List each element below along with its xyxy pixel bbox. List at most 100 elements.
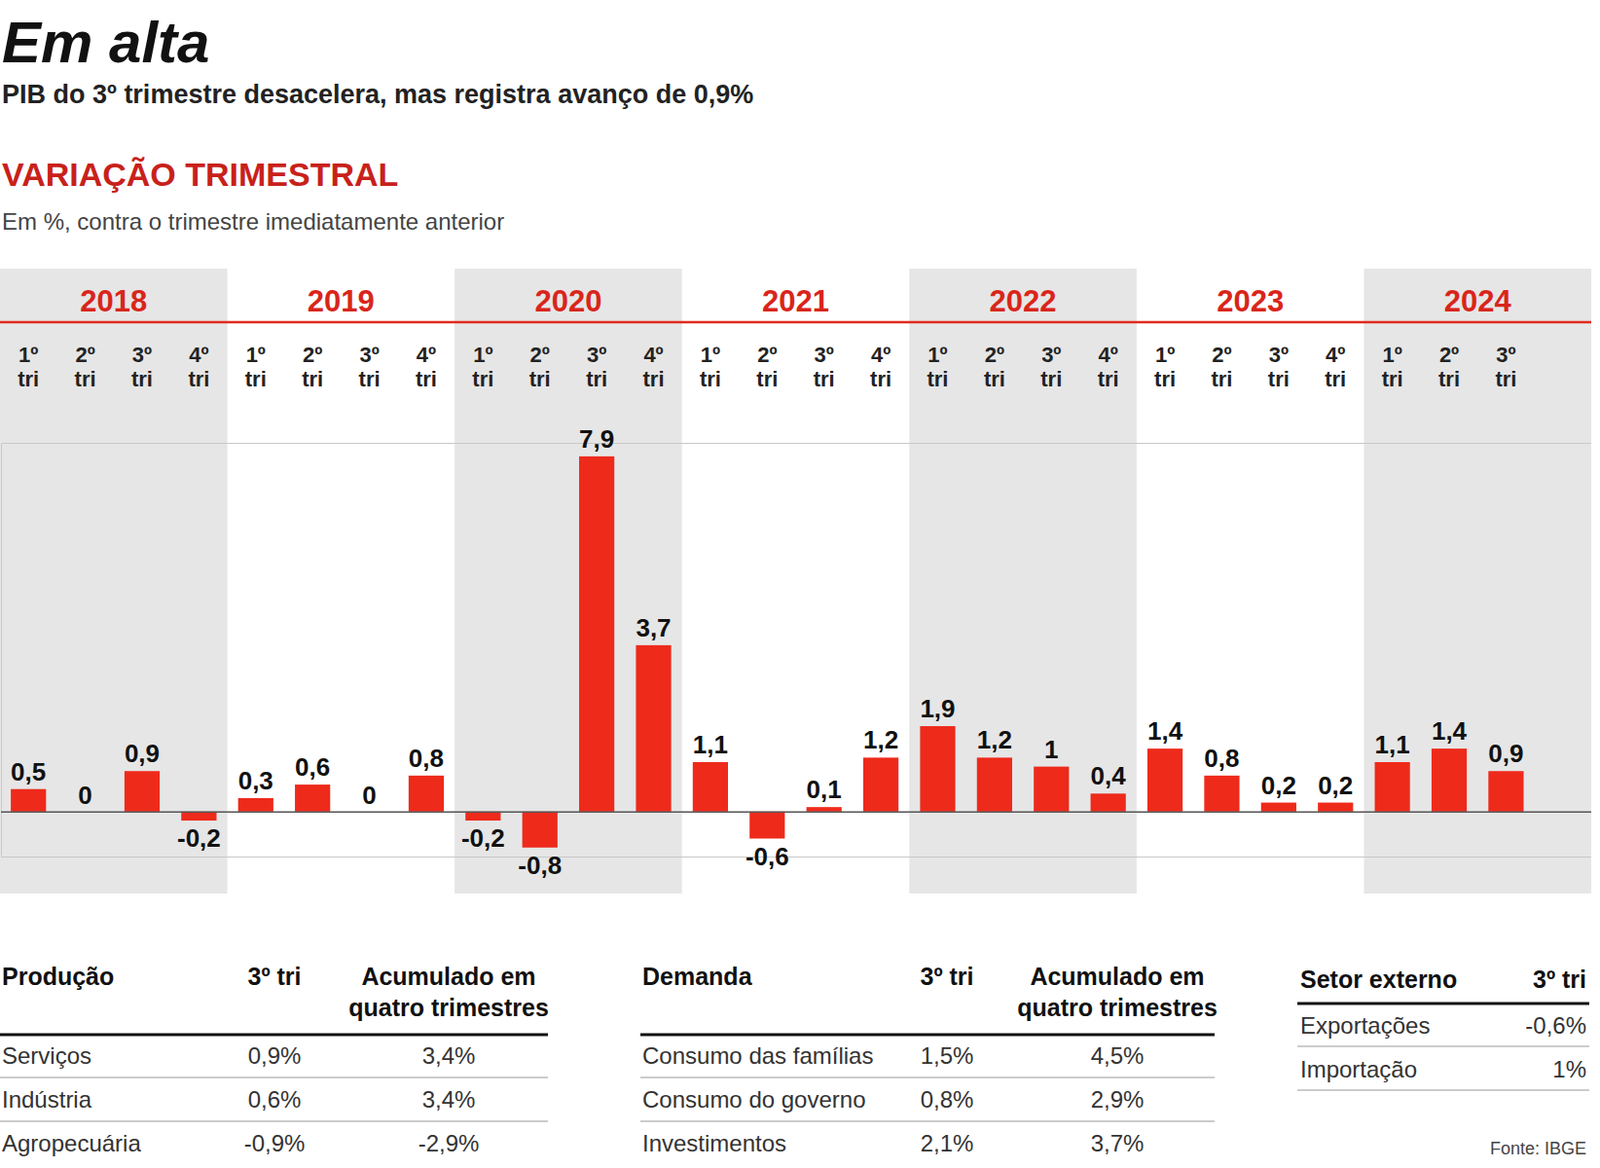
data-label: -0,8 xyxy=(517,850,562,880)
x-tick-label: 2ºtri xyxy=(529,342,551,392)
data-label: 1,9 xyxy=(919,693,955,724)
table-header: Acumulado em xyxy=(1029,962,1204,990)
x-tick: 3ºtri xyxy=(813,342,836,392)
x-tick: 2ºtri xyxy=(756,342,778,392)
data-label: 1,1 xyxy=(692,729,728,760)
bar xyxy=(1375,762,1411,812)
data-label: 0,2 xyxy=(1317,770,1353,800)
data-label: 7,9 xyxy=(579,424,615,454)
x-tick-label-line: tri xyxy=(926,366,948,392)
table-cell: 0,9% xyxy=(248,1042,302,1069)
x-tick-label-line: 3º xyxy=(814,342,835,367)
x-tick-label-line: 3º xyxy=(1269,342,1289,367)
table-cell: 3,4% xyxy=(422,1042,476,1069)
x-tick: 4ºtri xyxy=(643,342,665,392)
x-tick-label: 2ºtri xyxy=(74,342,97,392)
table-cell: Consumo do governo xyxy=(642,1086,866,1113)
table-cell: 0,8% xyxy=(920,1086,975,1113)
x-tick-label-line: tri xyxy=(813,366,836,392)
data-label: -0,2 xyxy=(461,823,506,853)
table-header: 3º tri xyxy=(248,962,302,990)
x-tick: 1ºtri xyxy=(1154,342,1176,392)
x-tick-label-line: 1º xyxy=(18,342,38,367)
x-tick-label-line: 4º xyxy=(643,342,663,367)
x-tick: 4ºtri xyxy=(870,342,892,392)
x-tick-label-line: 1º xyxy=(1155,342,1175,367)
x-tick-label-line: 4º xyxy=(188,342,209,367)
bar xyxy=(10,789,46,812)
table-header: quatro trimestres xyxy=(1017,993,1218,1021)
bar xyxy=(977,757,1013,811)
data-label: 0,3 xyxy=(238,765,274,796)
x-tick-label-line: 3º xyxy=(359,342,379,367)
table-cell: 2,1% xyxy=(920,1129,975,1157)
x-tick: 1ºtri xyxy=(1381,342,1404,392)
data-label: 0 xyxy=(77,780,92,810)
x-tick-label: 1ºtri xyxy=(472,342,494,392)
table-rule xyxy=(0,1033,548,1037)
x-tick-label: 4ºtri xyxy=(870,342,892,392)
x-tick-label: 1ºtri xyxy=(1381,342,1404,392)
data-label: 1,4 xyxy=(1431,716,1468,746)
data-labels: 0,500,9-0,20,30,600,8-0,2-0,87,93,71,1-0… xyxy=(10,424,1524,880)
table-cell: -0,6% xyxy=(1525,1012,1587,1039)
table-cell: Importação xyxy=(1300,1055,1418,1083)
table-header: Demanda xyxy=(642,962,754,990)
data-label: -0,2 xyxy=(177,823,221,853)
table: Produção3º triAcumulado emquatro trimest… xyxy=(0,962,549,1157)
bar xyxy=(1317,802,1353,812)
y-tick xyxy=(0,811,1592,813)
table-cell: 1,5% xyxy=(920,1042,975,1069)
bars xyxy=(10,456,1524,848)
table-cell: 3,7% xyxy=(1090,1129,1145,1157)
table-cell: Investimentos xyxy=(642,1129,787,1157)
x-tick-label: 4ºtri xyxy=(1097,342,1120,392)
x-tick: 4ºtri xyxy=(1097,342,1120,392)
x-tick-label: 3ºtri xyxy=(1268,342,1290,392)
x-tick-label-line: 4º xyxy=(1098,342,1119,367)
x-tick-label-line: 1º xyxy=(472,342,493,367)
data-label: 1,2 xyxy=(977,725,1013,755)
data-label: 0,5 xyxy=(10,757,46,787)
chart-root: Em altaPIB do 3º trimestre desacelera, m… xyxy=(0,0,1600,1168)
x-tick-label-line: tri xyxy=(17,366,39,392)
x-tick-label-line: 1º xyxy=(700,342,721,367)
section-title: VARIAÇÃO TRIMESTRAL xyxy=(1,155,399,193)
baseline xyxy=(0,811,1592,814)
x-tick-label: 1ºtri xyxy=(699,342,722,392)
x-tick-label-line: 3º xyxy=(1041,342,1061,367)
x-tick-label-line: tri xyxy=(1154,366,1176,392)
year-label: 2024 xyxy=(1444,284,1513,319)
year-band xyxy=(0,268,228,894)
x-tick: 3ºtri xyxy=(1040,342,1062,392)
bar xyxy=(635,645,671,812)
x-tick-label: 4ºtri xyxy=(643,342,665,392)
table-cell: Serviços xyxy=(1,1042,92,1069)
table-header: Produção xyxy=(1,962,114,990)
x-tick-label-line: 4º xyxy=(871,342,891,367)
x-tick-label-line: tri xyxy=(643,366,665,392)
table-cell: 2,9% xyxy=(1090,1086,1145,1113)
x-tick-label-line: 2º xyxy=(757,342,777,367)
x-tick: 1ºtri xyxy=(17,342,39,392)
x-tick-label-line: tri xyxy=(415,366,437,392)
bar xyxy=(806,806,842,812)
x-tick-label: 2ºtri xyxy=(756,342,778,392)
table-cell: -2,9% xyxy=(418,1129,480,1157)
bar xyxy=(522,811,558,848)
x-tick: 3ºtri xyxy=(1268,342,1290,392)
x-tick-label: 2ºtri xyxy=(301,342,324,392)
bar xyxy=(1147,748,1183,812)
x-tick-label-line: 2º xyxy=(74,342,95,367)
bar xyxy=(1488,770,1524,812)
x-tick-label-line: tri xyxy=(585,366,608,392)
table-separator xyxy=(1297,1090,1590,1091)
table-cell: Agropecuária xyxy=(1,1129,142,1157)
bar xyxy=(692,762,728,812)
x-tick-label: 2ºtri xyxy=(1210,342,1233,392)
x-tick-label: 1ºtri xyxy=(1154,342,1176,392)
bar xyxy=(181,811,217,821)
x-tick-label: 3ºtri xyxy=(813,342,836,392)
year-label: 2019 xyxy=(307,284,375,319)
x-tick-label-line: tri xyxy=(359,366,381,392)
